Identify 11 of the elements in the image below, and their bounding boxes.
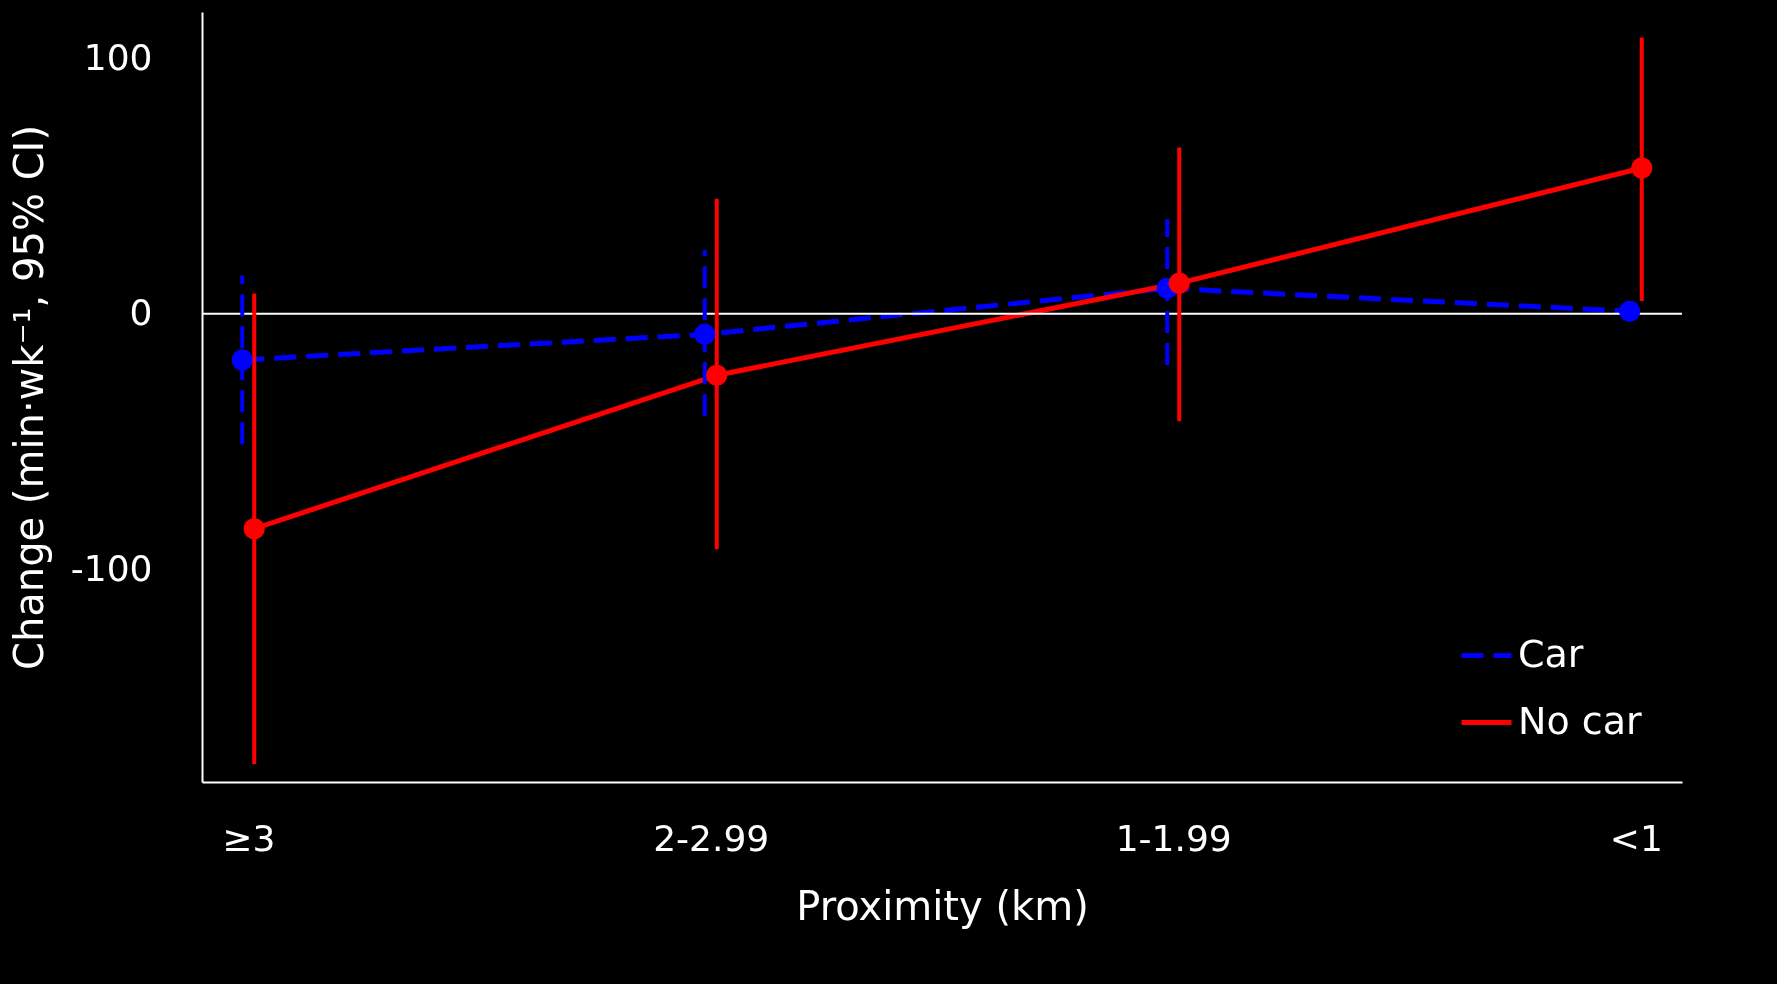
- x-tick-label: 2-2.99: [653, 817, 770, 859]
- y-tick-label: 0: [129, 292, 153, 334]
- legend-label: No car: [1518, 698, 1642, 743]
- x-tick-label: ≥3: [222, 817, 276, 859]
- y-tick-label: -100: [70, 548, 153, 590]
- x-axis-title: Proximity (km): [796, 882, 1089, 929]
- x-tick-label: 1-1.99: [1115, 817, 1232, 859]
- legend-label: Car: [1518, 631, 1584, 676]
- y-tick-label: 100: [83, 36, 153, 78]
- y-axis-title: Change (min·wk⁻¹, 95% CI): [5, 124, 52, 671]
- x-tick-label: <1: [1609, 817, 1663, 859]
